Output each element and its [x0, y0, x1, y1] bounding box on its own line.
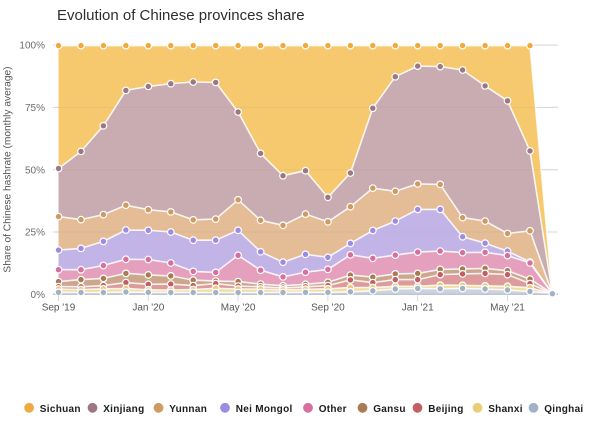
svg-text:25%: 25% [25, 228, 45, 239]
svg-text:May '20: May '20 [221, 303, 256, 314]
svg-text:75%: 75% [25, 103, 45, 114]
svg-text:Xinjiang: Xinjiang [103, 404, 144, 415]
svg-text:Sep '20: Sep '20 [311, 303, 345, 314]
svg-text:0%: 0% [31, 290, 46, 301]
svg-text:50%: 50% [25, 165, 45, 176]
svg-text:Sichuan: Sichuan [40, 404, 81, 415]
svg-text:May '21: May '21 [490, 303, 525, 314]
svg-text:Gansu: Gansu [373, 404, 406, 415]
svg-text:Yunnan: Yunnan [169, 404, 207, 415]
svg-text:Evolution of Chinese provinces: Evolution of Chinese provinces share [57, 7, 305, 24]
svg-text:Other: Other [319, 404, 347, 415]
svg-text:Jan '21: Jan '21 [402, 303, 434, 314]
svg-text:Shanxi: Shanxi [488, 404, 523, 415]
svg-text:Qinghai: Qinghai [544, 404, 583, 415]
svg-text:Sep '19: Sep '19 [42, 303, 76, 314]
svg-text:Share of Chinese hashrate (mon: Share of Chinese hashrate (monthly avera… [3, 66, 14, 272]
svg-text:Nei Mongol: Nei Mongol [236, 404, 293, 415]
svg-text:100%: 100% [19, 41, 45, 52]
svg-text:Jan '20: Jan '20 [132, 303, 164, 314]
svg-text:Beijing: Beijing [428, 404, 463, 415]
